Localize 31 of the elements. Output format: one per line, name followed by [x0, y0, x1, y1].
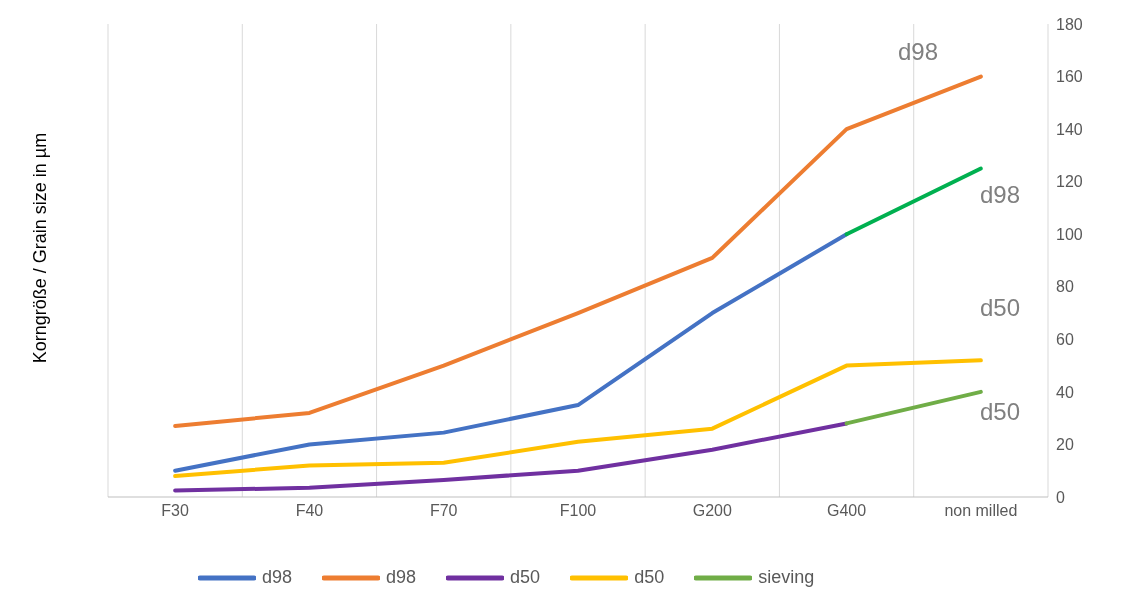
annotation: d98	[898, 38, 939, 66]
annotation: d50	[980, 294, 1021, 322]
line-series	[173, 74, 983, 429]
x-tick-label: G200	[692, 502, 732, 520]
y-tick-label: 100	[1056, 225, 1083, 243]
x-tick-label: F70	[429, 502, 458, 520]
y-tick-label: 0	[1056, 488, 1065, 506]
y-tick-label: 40	[1056, 383, 1074, 401]
legend-label: d50	[510, 567, 541, 588]
legend-label: d50	[634, 567, 665, 588]
annotation: d98	[980, 181, 1021, 209]
y-tick-label: 140	[1056, 120, 1083, 138]
legend-label: sieving	[758, 567, 815, 588]
y-tick-label: 60	[1056, 331, 1074, 349]
legend-label: d98	[262, 567, 293, 588]
annotation: d50	[980, 398, 1021, 426]
x-tick-label: F100	[559, 502, 597, 520]
x-tick-label: F30	[161, 502, 190, 520]
y-tick-label: 120	[1056, 173, 1083, 191]
y-tick-label: 80	[1056, 278, 1074, 296]
x-tick-label: F40	[295, 502, 324, 520]
x-tick-label: G400	[827, 502, 867, 520]
y-tick-label: 20	[1056, 436, 1074, 454]
line-series	[173, 358, 983, 478]
x-tick-label: non milled	[944, 502, 1018, 520]
y-tick-label: 160	[1056, 68, 1083, 86]
y-tick-label: 180	[1056, 15, 1083, 33]
line-series	[173, 232, 849, 473]
line-series	[173, 421, 849, 493]
legend-label: d98	[386, 567, 417, 588]
y-axis-title: Korngröße / Grain size in µm	[29, 132, 51, 364]
